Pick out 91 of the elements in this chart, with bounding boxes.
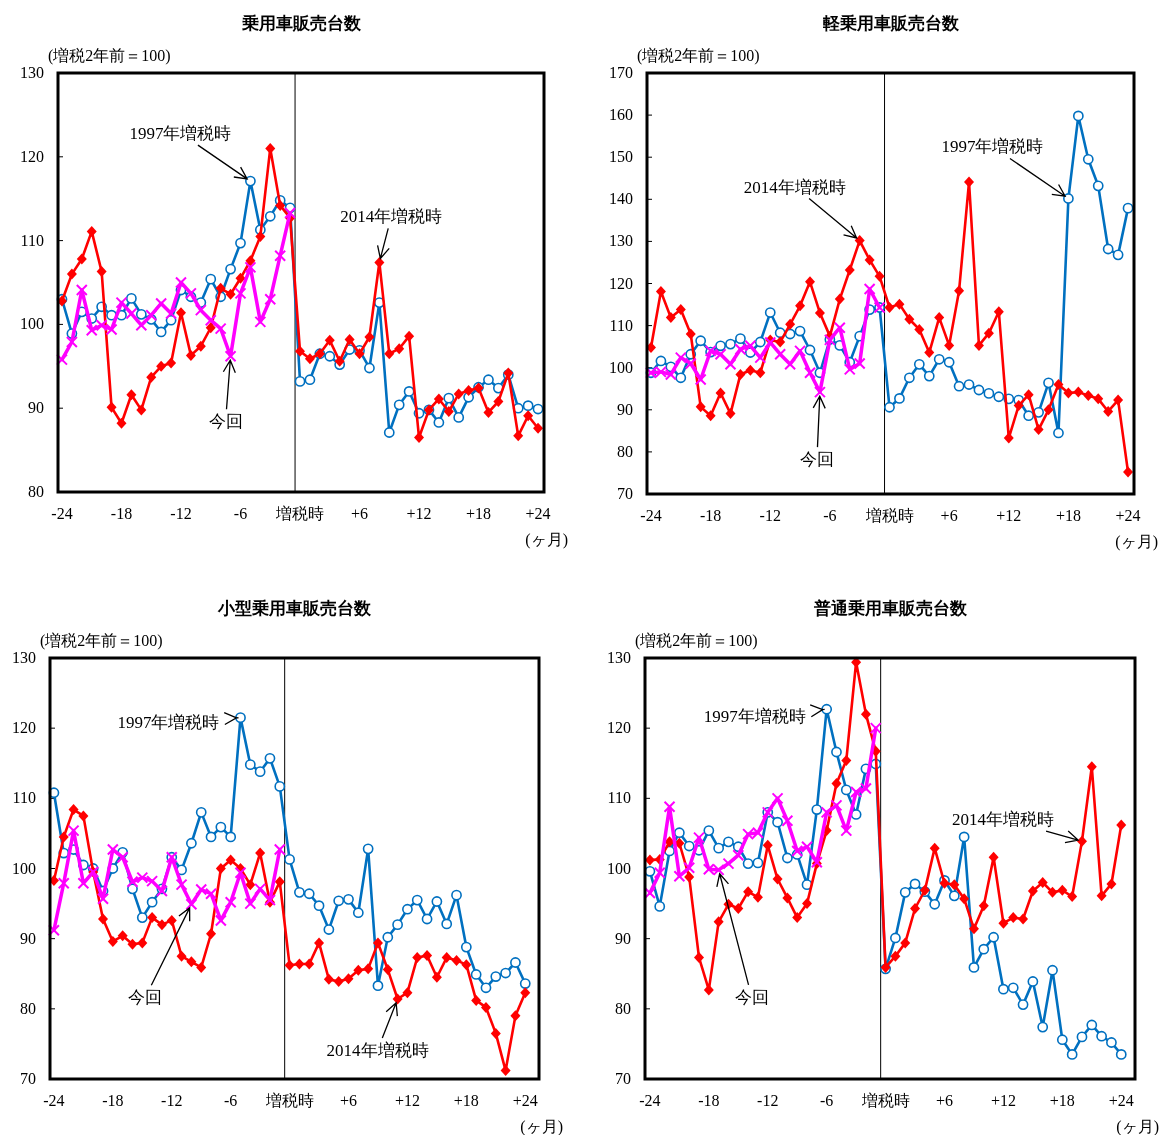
x-tick-label: +18 (1055, 507, 1081, 524)
x-tick-label: +12 (394, 1092, 420, 1109)
x-tick-label: 増税時 (860, 1092, 910, 1109)
annotation: 今回 (208, 412, 243, 432)
y-tick-label: 140 (609, 190, 633, 208)
y-tick-label: 110 (609, 316, 633, 334)
annotation: 今回 (128, 988, 163, 1008)
annotation: 2014年増税時 (326, 1041, 429, 1061)
x-tick-label: +24 (1108, 1092, 1134, 1109)
y-tick-label: 160 (609, 106, 633, 124)
chart-title: 乗用車販売台数 (240, 13, 362, 33)
annotation: 2014年増税時 (340, 207, 443, 227)
y-axis-title: (増税2年前＝100) (48, 47, 171, 65)
annotation: 2014年増税時 (951, 810, 1054, 830)
y-tick-label: 100 (607, 859, 631, 877)
y-tick-label: 130 (20, 64, 44, 81)
x-tick-label: +24 (525, 505, 551, 522)
y-tick-label: 130 (607, 649, 631, 666)
annotation: 1997年増税時 (129, 124, 232, 144)
y-tick-label: 100 (609, 358, 633, 376)
y-tick-label: 130 (12, 649, 36, 666)
x-tick-label: +6 (351, 505, 369, 522)
x-tick-label: +6 (935, 1092, 954, 1109)
y-tick-label: 170 (609, 64, 633, 81)
x-tick-label: -18 (698, 1092, 720, 1109)
x-axis-title: (ヶ月) (525, 531, 568, 549)
y-tick-label: 120 (12, 719, 36, 737)
x-tick-label: -6 (233, 505, 248, 522)
y-tick-label: 80 (28, 483, 44, 500)
y-tick-label: 80 (617, 442, 633, 460)
y-tick-label: 120 (607, 719, 631, 737)
y-axis-title: (増税2年前＝100) (637, 47, 760, 65)
x-tick-label: +18 (466, 505, 492, 522)
annotation: 今回 (734, 987, 769, 1007)
y-tick-label: 70 (20, 1070, 36, 1087)
y-axis-title: (増税2年前＝100) (635, 632, 758, 650)
x-tick-label: -18 (699, 507, 722, 524)
x-tick-label: -6 (823, 507, 837, 524)
y-tick-label: 120 (609, 274, 633, 292)
y-tick-label: 90 (20, 929, 36, 947)
y-tick-label: 130 (609, 232, 633, 250)
x-tick-label: +18 (453, 1092, 479, 1109)
y-tick-label: 110 (12, 789, 36, 807)
x-tick-label: -6 (224, 1092, 238, 1109)
annotation: 1997年増税時 (941, 137, 1044, 157)
annotation: 2014年増税時 (743, 177, 846, 197)
x-tick-label: -12 (170, 505, 192, 522)
x-tick-label: -12 (161, 1092, 183, 1109)
chart-title: 普通乗用車販売台数 (812, 598, 968, 618)
y-tick-label: 70 (615, 1070, 631, 1087)
x-tick-label: +12 (406, 505, 432, 522)
x-tick-label: -12 (757, 1092, 779, 1109)
y-tick-label: 70 (617, 485, 633, 502)
x-tick-label: +18 (1049, 1092, 1075, 1109)
x-tick-label: -24 (43, 1092, 65, 1109)
x-axis-title: (ヶ月) (1116, 1118, 1159, 1135)
chart-title: 小型乗用車販売台数 (217, 598, 372, 618)
y-axis-title: (増税2年前＝100) (40, 632, 163, 650)
annotation: 1997年増税時 (703, 707, 806, 727)
chart-title: 軽乗用車販売台数 (821, 13, 960, 33)
x-tick-label: 増税時 (264, 1092, 314, 1109)
y-tick-label: 100 (20, 315, 44, 333)
x-tick-label: +24 (1115, 507, 1141, 524)
y-tick-label: 100 (12, 859, 36, 877)
x-axis-title: (ヶ月) (520, 1118, 563, 1135)
annotation: 今回 (799, 450, 834, 470)
x-tick-label: -24 (640, 507, 662, 524)
y-tick-label: 90 (615, 929, 631, 947)
x-axis-title: (ヶ月) (1115, 533, 1158, 551)
x-tick-label: +12 (990, 1092, 1016, 1109)
x-tick-label: +6 (339, 1092, 358, 1109)
x-tick-label: -6 (820, 1092, 834, 1109)
annotation: 1997年増税時 (117, 712, 220, 732)
x-tick-label: -24 (51, 505, 73, 522)
y-tick-label: 110 (20, 231, 44, 249)
x-tick-label: -12 (759, 507, 781, 524)
x-tick-label: 増税時 (864, 507, 914, 524)
y-tick-label: 90 (617, 400, 633, 418)
y-tick-label: 90 (28, 399, 44, 417)
x-tick-label: 増税時 (275, 505, 325, 522)
y-tick-label: 80 (20, 999, 36, 1017)
y-tick-label: 110 (607, 789, 631, 807)
y-tick-label: 120 (20, 147, 44, 165)
x-tick-label: +24 (512, 1092, 538, 1109)
x-tick-label: +12 (996, 507, 1022, 524)
y-tick-label: 150 (609, 148, 633, 166)
x-tick-label: -24 (639, 1092, 661, 1109)
x-tick-label: -18 (110, 505, 133, 522)
x-tick-label: -18 (102, 1092, 124, 1109)
x-tick-label: +6 (940, 507, 958, 524)
y-tick-label: 80 (615, 999, 631, 1017)
